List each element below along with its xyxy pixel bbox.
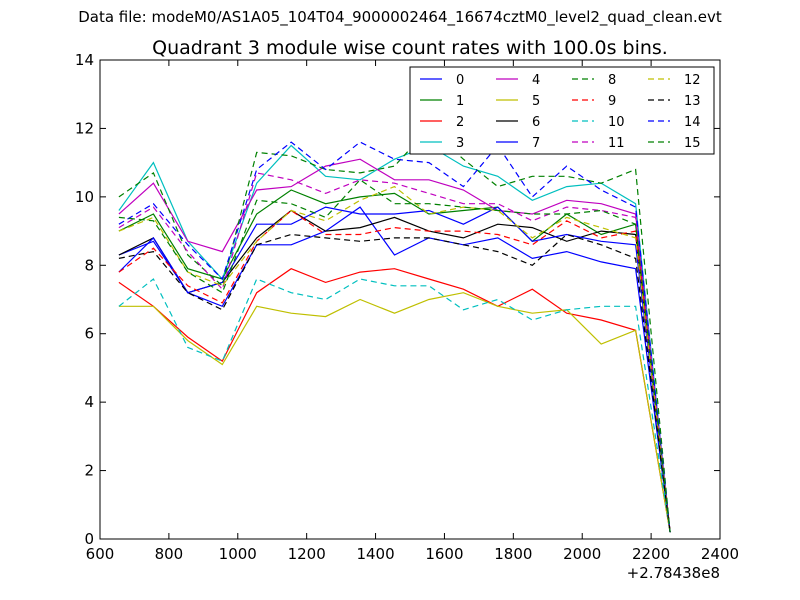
x-tick-label: 1600 (425, 545, 463, 563)
x-tick-label: 2400 (701, 545, 739, 563)
series-line-11 (118, 172, 671, 533)
x-tick-label: 1400 (356, 545, 394, 563)
legend-label-3: 3 (456, 136, 464, 151)
axis-ticks: 600 800 1000 1200 1400 1600 1800 2000 2200 2400 0 2… (75, 51, 739, 563)
legend-label-2: 2 (456, 115, 464, 130)
legend-label-13: 13 (684, 94, 701, 109)
legend-label-4: 4 (532, 73, 540, 88)
series-line-1 (118, 189, 671, 533)
series-line-8 (118, 127, 671, 533)
legend-label-5: 5 (532, 94, 540, 109)
series-line-13 (118, 233, 671, 533)
legend-label-8: 8 (608, 73, 616, 88)
y-tick-label: 0 (84, 530, 94, 548)
y-tick-label: 8 (84, 256, 94, 274)
legend-box (409, 66, 715, 155)
x-tick-label: 1200 (288, 545, 326, 563)
x-tick-label: 2000 (563, 545, 601, 563)
x-tick-label: 800 (155, 545, 184, 563)
series-line-15 (118, 179, 671, 533)
legend-label-1: 1 (456, 94, 464, 109)
x-tick-label: 600 (86, 545, 115, 563)
legend-label-11: 11 (608, 136, 625, 151)
y-tick-label: 4 (84, 393, 94, 411)
series-line-10 (118, 278, 671, 533)
series-line-9 (118, 209, 671, 533)
series-line-14 (118, 141, 671, 533)
series-line-0 (118, 206, 671, 533)
y-tick-label: 6 (84, 325, 94, 343)
legend-label-10: 10 (608, 115, 625, 130)
x-axis-offset-label: +2.78438e8 (627, 564, 720, 582)
chart-title: Quadrant 3 module wise count rates with … (152, 37, 668, 59)
series-line-12 (118, 185, 671, 533)
series-line-3 (118, 144, 671, 533)
legend-label-6: 6 (532, 115, 540, 130)
legend-label-14: 14 (684, 115, 701, 130)
series-line-2 (118, 268, 671, 533)
plot-area (118, 127, 671, 533)
axes-frame (99, 59, 721, 540)
series-line-5 (118, 292, 671, 533)
y-tick-label: 14 (75, 51, 94, 69)
y-tick-label: 2 (84, 462, 94, 480)
legend-label-12: 12 (684, 73, 701, 88)
legend-label-0: 0 (456, 73, 464, 88)
legend-label-7: 7 (532, 136, 540, 151)
x-tick-label: 1800 (494, 545, 532, 563)
x-tick-label: 2200 (632, 545, 670, 563)
y-tick-label: 10 (75, 188, 94, 206)
data-file-line: Data file: modeM0/AS1A05_104T04_90000024… (78, 8, 722, 26)
legend-label-15: 15 (684, 136, 701, 151)
y-tick-label: 12 (75, 119, 94, 137)
x-tick-label: 1000 (219, 545, 257, 563)
series-line-4 (118, 158, 671, 533)
legend-label-9: 9 (608, 94, 616, 109)
